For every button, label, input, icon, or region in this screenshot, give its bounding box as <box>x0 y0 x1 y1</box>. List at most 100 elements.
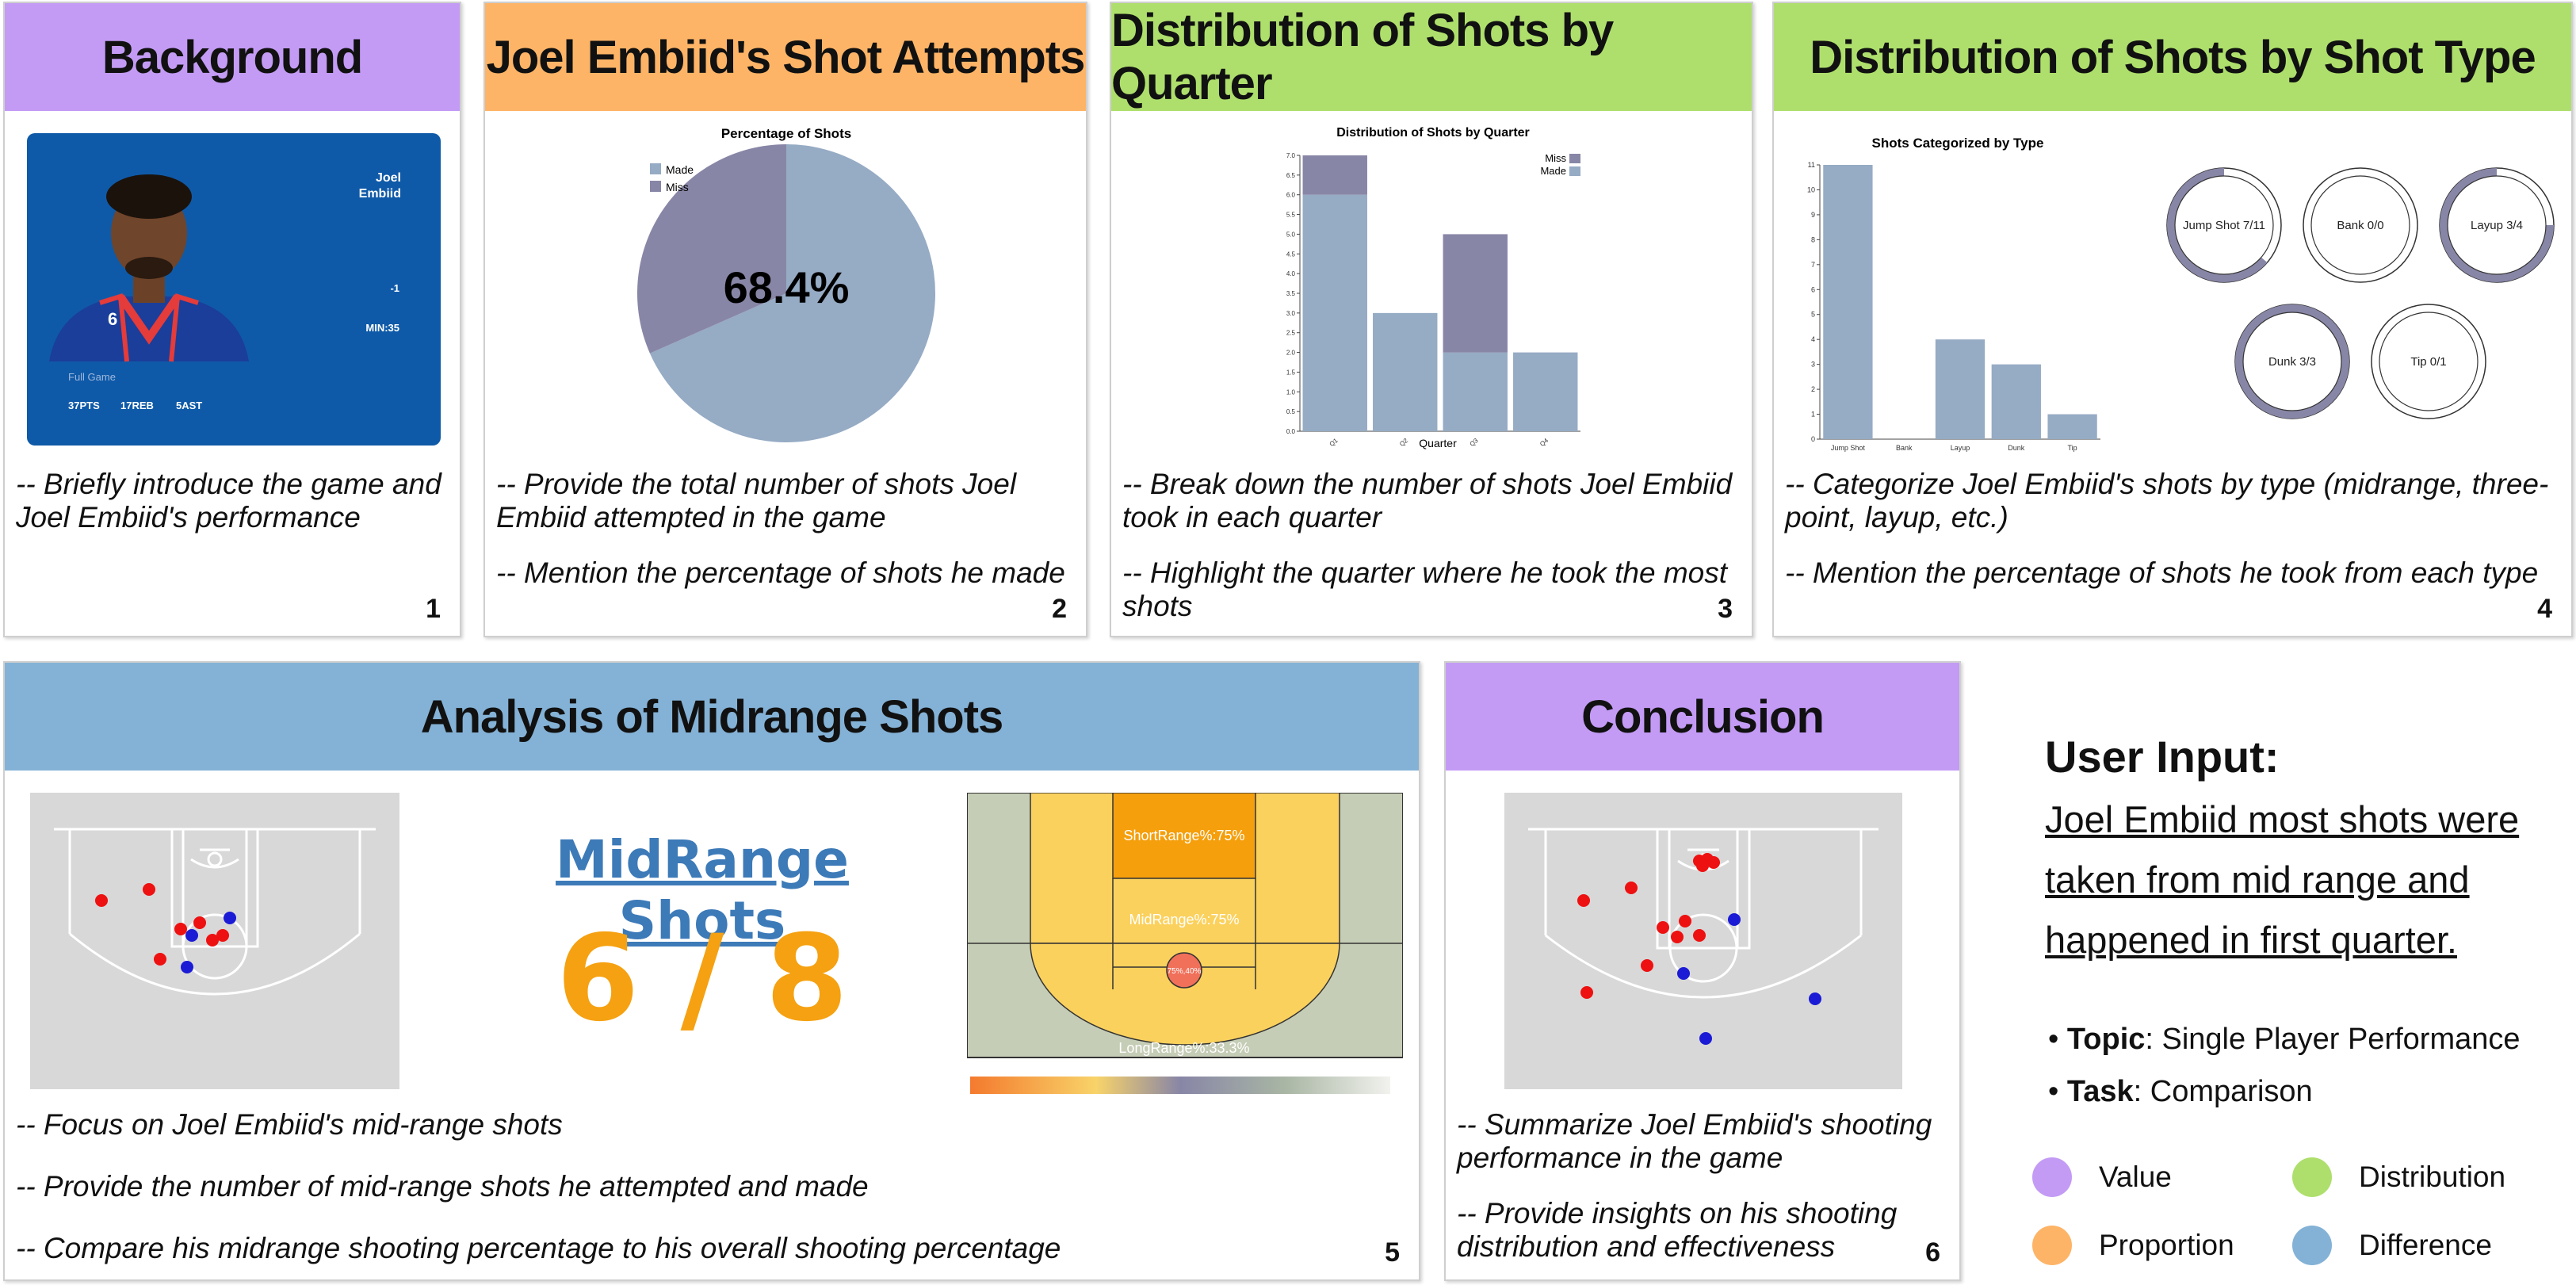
quarter-chart-title: Distribution of Shots by Quarter <box>1336 126 1530 140</box>
donut-label: Dunk 3/3 <box>2268 355 2316 369</box>
description-line: -- Provide the number of mid-range shots… <box>16 1170 869 1203</box>
legend-proportion: Proportion <box>2032 1226 2234 1265</box>
task-value: : Comparison <box>2133 1075 2313 1108</box>
panel-description: -- Break down the number of shots Joel E… <box>1122 468 1741 623</box>
shot-missed <box>181 961 193 973</box>
shot-missed <box>1677 967 1690 980</box>
pie-title: Percentage of Shots <box>721 126 851 141</box>
topic-line: • Topic: Single Player Performance <box>2048 1023 2521 1056</box>
donut-4: Tip 0/1 <box>2371 304 2486 419</box>
shot-made <box>1696 859 1709 872</box>
legend-difference: Difference <box>2292 1226 2492 1265</box>
task-line: • Task: Comparison <box>2048 1075 2313 1108</box>
shot-made <box>95 894 108 907</box>
legend-distribution-label: Distribution <box>2359 1161 2506 1193</box>
legend-difference-label: Difference <box>2359 1229 2492 1261</box>
description-line: -- Categorize Joel Embiid's shots by typ… <box>1785 468 2549 534</box>
bar-made-q4 <box>1513 352 1578 431</box>
y-tick-label: 5.5 <box>1286 212 1296 219</box>
y-tick-label: 2.0 <box>1286 350 1296 357</box>
y-tick-label: 4.0 <box>1286 270 1296 277</box>
description-line: -- Provide insights on his shooting dist… <box>1457 1197 1898 1263</box>
shot-made <box>1679 915 1691 927</box>
panel-title: Background <box>5 3 460 111</box>
x-tick-label: Bank <box>1896 444 1913 452</box>
donut-arc <box>2235 304 2349 419</box>
panel-title: Analysis of Midrange Shots <box>5 663 1419 771</box>
zone-long-label: LongRange%:33.3% <box>1118 1040 1249 1056</box>
pie-center-label: 68.4% <box>724 262 850 312</box>
legend-miss: Miss <box>1545 152 1566 164</box>
player-photo <box>49 174 249 362</box>
donut-inner <box>2447 175 2547 275</box>
type-chart-title: Shots Categorized by Type <box>1872 136 2044 151</box>
description-line: -- Focus on Joel Embiid's mid-range shot… <box>16 1108 563 1141</box>
y-tick-label: 4.5 <box>1286 250 1296 258</box>
y-tick-label: 0 <box>1811 435 1815 443</box>
legend-value-label: Value <box>2099 1161 2172 1193</box>
y-tick-label: 0.0 <box>1286 428 1296 435</box>
minutes: MIN:35 <box>365 322 399 334</box>
donut-3: Dunk 3/3 <box>2234 304 2350 419</box>
donut-2: Layup 3/4 <box>2439 167 2555 283</box>
shot-made <box>174 923 187 935</box>
bar-made-q2 <box>1373 312 1438 431</box>
description-line: -- Briefly introduce the game and Joel E… <box>16 468 441 534</box>
shot-missed <box>1809 992 1821 1005</box>
panel-conclusion: Conclusion -- Summarize Joel Embiid's sh… <box>1444 661 1961 1281</box>
panel-title: Joel Embiid's Shot Attempts <box>485 3 1086 111</box>
shot-court-chart <box>30 793 399 1089</box>
y-tick-label: 5.0 <box>1286 231 1296 238</box>
x-tick-label: Dunk <box>2008 444 2025 452</box>
player-first-name: Joel <box>375 171 401 185</box>
user-input-line: Joel Embiid most shots were <box>2045 798 2520 840</box>
pie-slice-made <box>649 144 935 442</box>
bar-tip <box>2047 414 2097 439</box>
shot-made <box>143 883 155 896</box>
panel-number: 6 <box>1925 1237 1940 1268</box>
panel-description: -- Provide the total number of shots Joe… <box>496 468 1075 590</box>
panel-description: -- Summarize Joel Embiid's shooting perf… <box>1457 1108 1948 1264</box>
bar-miss-q1 <box>1302 155 1367 195</box>
bar-made-q1 <box>1302 194 1367 431</box>
topic-label: Topic <box>2066 1023 2146 1056</box>
zone-rim-label: 75%,40% <box>1168 967 1202 976</box>
quarter-bar-chart: Distribution of Shots by Quarter Miss Ma… <box>1286 126 1580 449</box>
shot-missed <box>1728 913 1741 926</box>
y-tick-label: 1 <box>1811 411 1815 419</box>
y-tick-label: 3.5 <box>1286 290 1296 297</box>
panel-title: Distribution of Shots by Shot Type <box>1774 3 2571 111</box>
shot-missed <box>185 929 198 942</box>
shot-zone-chart: ShortRange%:75% MidRange%:75% 75%,40% Lo… <box>967 793 1403 1094</box>
y-tick-label: 7.0 <box>1286 152 1296 159</box>
x-tick-label: Q1 <box>1328 437 1340 448</box>
shot-type-chart: Shots Categorized by Type 0 1 2 3 4 5 6 7 8 9 10 11… <box>1807 136 2555 452</box>
description-line: -- Provide the total number of shots Joe… <box>496 468 1017 534</box>
panel-shot-attempts: Joel Embiid's Shot Attempts Percentage o… <box>483 2 1087 637</box>
y-tick-label: 3.0 <box>1286 310 1296 317</box>
legend-made: Made <box>1540 165 1566 177</box>
donut-1: Bank 0/0 <box>2303 167 2418 283</box>
zone-short-label: ShortRange%:75% <box>1123 828 1244 843</box>
description-line: -- Compare his midrange shooting percent… <box>16 1232 1061 1264</box>
legend-proportion-label: Proportion <box>2099 1229 2234 1261</box>
legend-proportion-dot <box>2032 1226 2072 1265</box>
panel-number: 2 <box>1052 594 1067 624</box>
user-input-line: happened in first quarter. <box>2045 919 2457 961</box>
donut-inner <box>2379 312 2479 411</box>
task-label: Task <box>2066 1075 2134 1108</box>
description-line: -- Highlight the quarter where he took t… <box>1122 556 1727 622</box>
quarter-x-label: Quarter <box>1419 437 1457 449</box>
donut-label: Tip 0/1 <box>2410 355 2446 369</box>
panel-title: Conclusion <box>1446 663 1959 771</box>
stat-assists: 5AST <box>176 400 203 411</box>
donut-label: Bank 0/0 <box>2337 219 2383 232</box>
y-tick-label: 9 <box>1811 211 1815 219</box>
pie-slice-miss <box>637 144 786 354</box>
donut-inner <box>2242 312 2342 411</box>
panel-description: -- Focus on Joel Embiid's mid-range shot… <box>16 1108 1408 1265</box>
topic-value: : Single Player Performance <box>2145 1023 2521 1056</box>
shot-missed <box>1699 1032 1712 1045</box>
y-tick-label: 6.0 <box>1286 192 1296 199</box>
y-tick-label: 2 <box>1811 385 1815 393</box>
